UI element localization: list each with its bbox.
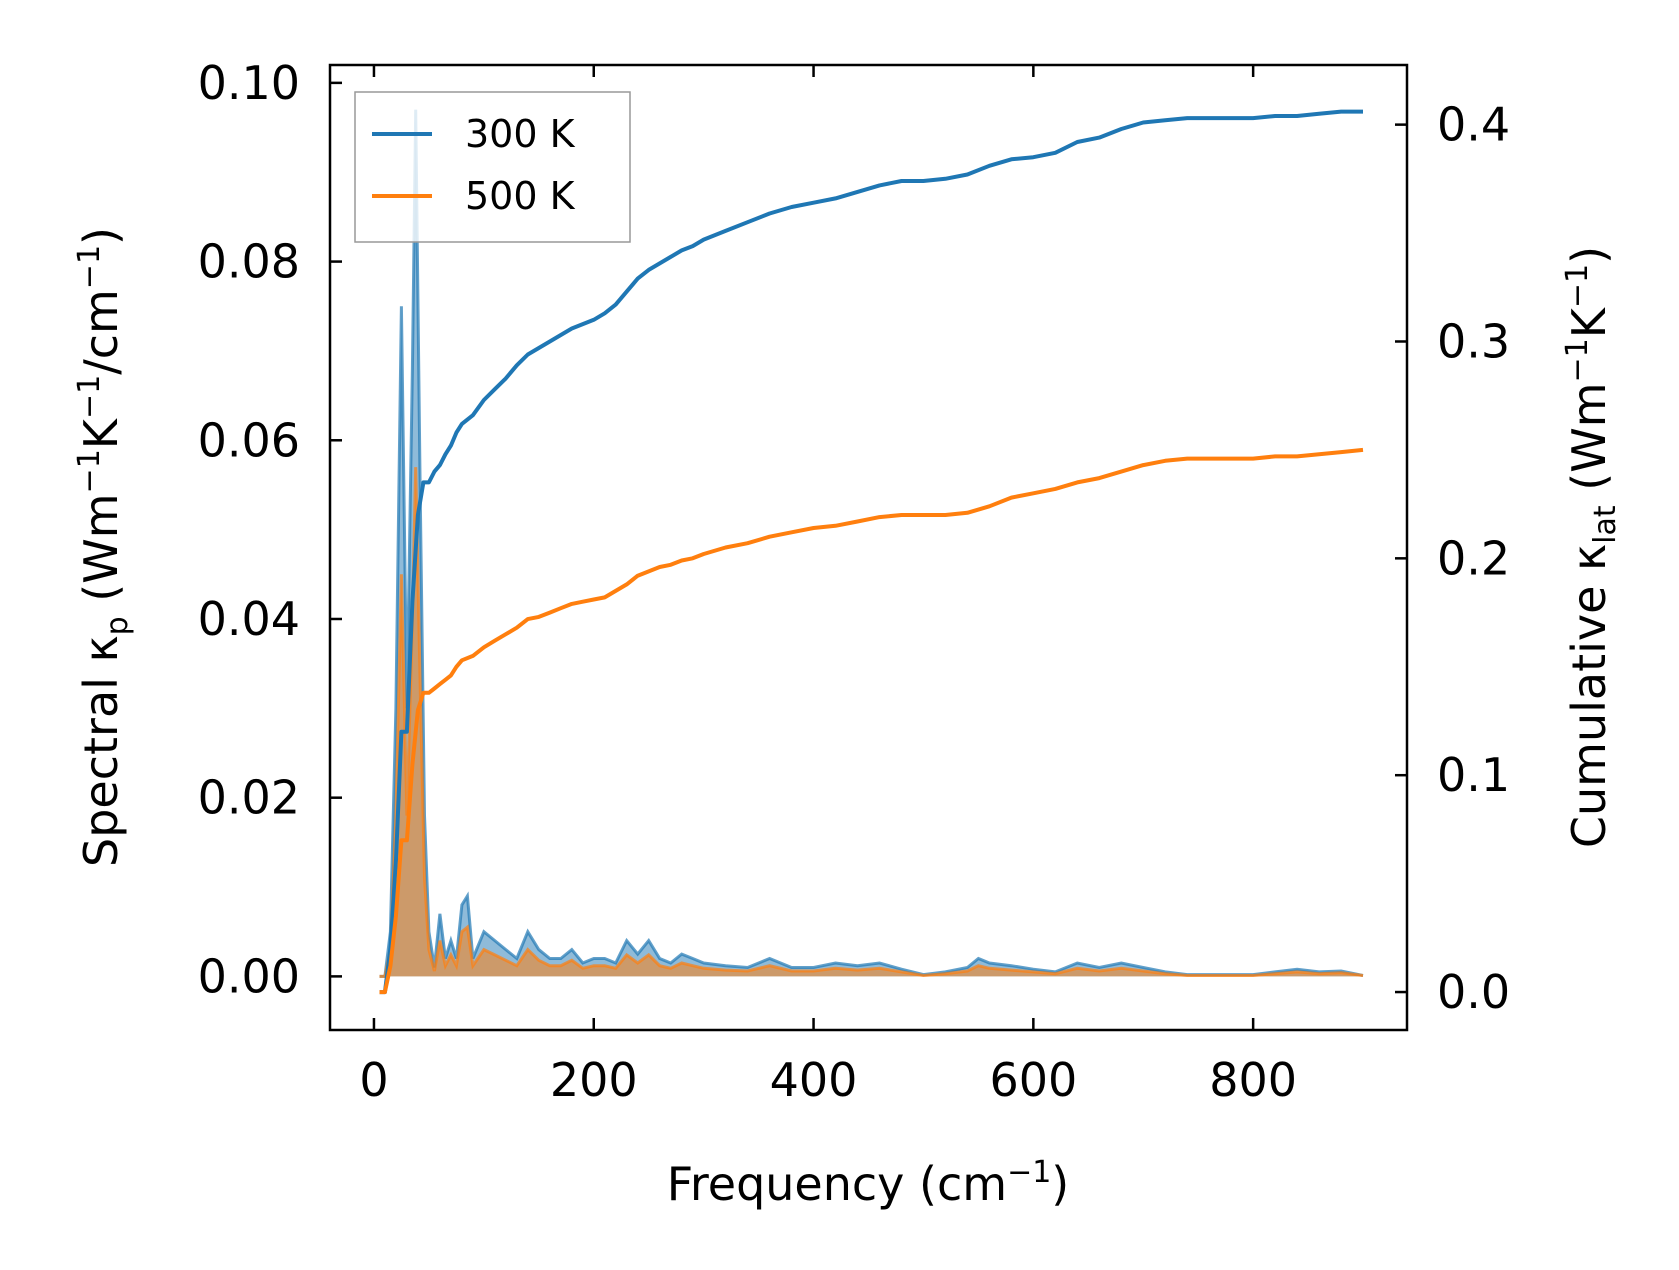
- y-right-tick-label: 0.4: [1437, 98, 1510, 152]
- x-tick-label: 400: [770, 1053, 858, 1107]
- x-tick-label: 600: [989, 1053, 1077, 1107]
- spectral-fill-layer: [379, 109, 1364, 978]
- y-left-tick-label: 0.08: [198, 235, 300, 289]
- series-line-layer: [379, 109, 1364, 995]
- y-left-tick-label: 0.02: [198, 771, 300, 825]
- tick-label-layer: 0 200 400 600 800 0.00 0.02 0.04 0.06 0.08 0.10 0.0…: [198, 56, 1511, 1107]
- legend-frame: [354, 91, 631, 243]
- x-tick-label: 800: [1209, 1053, 1297, 1107]
- spectral-line-500k: [379, 467, 1364, 978]
- cumulative-line-300k: [379, 109, 1363, 995]
- y-right-tick-label: 0.2: [1437, 531, 1510, 585]
- y-right-tick-label: 0.0: [1437, 965, 1510, 1019]
- x-tick-label: 200: [550, 1053, 638, 1107]
- legend-label-300k: 300 K: [465, 112, 576, 156]
- cumulative-line-500k: [379, 447, 1364, 995]
- y-left-tick-label: 0.00: [198, 949, 300, 1003]
- legend: 300 K 500 K: [354, 91, 631, 243]
- y-left-tick-label: 0.04: [198, 592, 300, 646]
- y-axis-right-title: Cumulative κlat (Wm−1K−1): [1560, 246, 1623, 848]
- y-left-tick-label: 0.06: [198, 413, 300, 467]
- spectral-line-300k: [379, 109, 1364, 978]
- legend-label-500k: 500 K: [465, 174, 576, 218]
- y-left-tick-label: 0.10: [198, 56, 300, 110]
- plot-frame: [328, 63, 1409, 1032]
- x-tick-label: 0: [359, 1053, 388, 1107]
- y-right-tick-label: 0.1: [1437, 748, 1510, 802]
- tick-layer: [330, 65, 1407, 1030]
- y-axis-left-title: Spectral κp (Wm−1K−1/cm−1): [72, 227, 135, 867]
- x-axis-title: Frequency (cm−1): [667, 1155, 1070, 1211]
- y-right-tick-label: 0.3: [1437, 314, 1510, 368]
